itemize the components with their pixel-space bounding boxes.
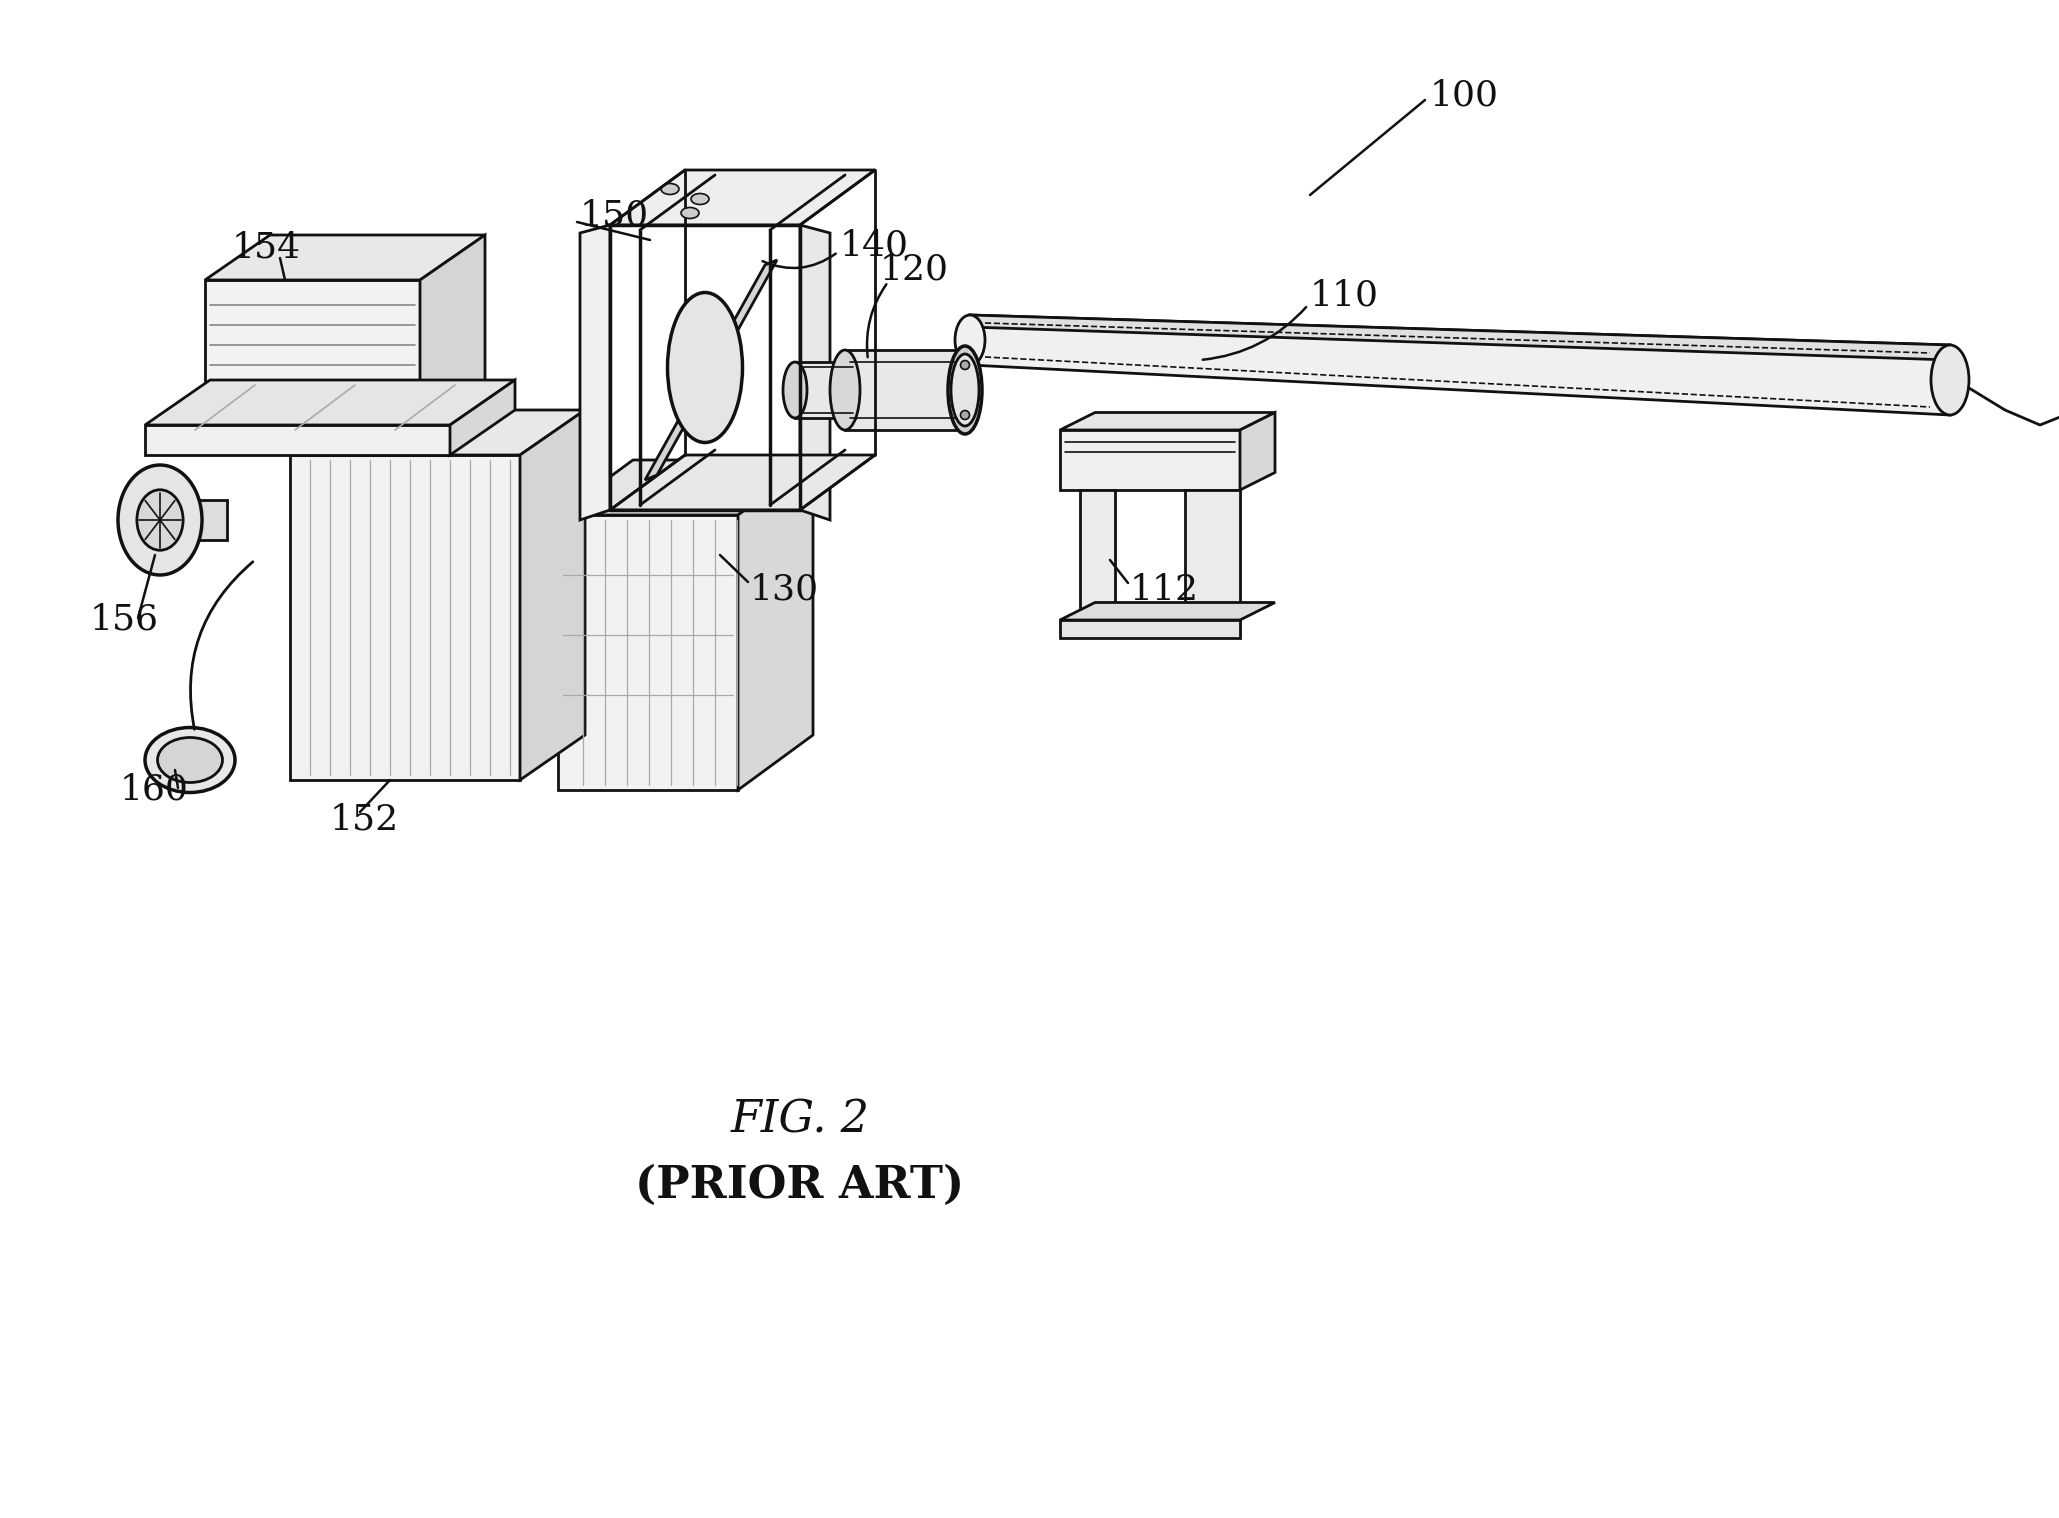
- Ellipse shape: [136, 490, 183, 550]
- Polygon shape: [609, 455, 875, 510]
- Polygon shape: [795, 361, 854, 417]
- Polygon shape: [844, 351, 966, 430]
- Polygon shape: [206, 279, 420, 430]
- Polygon shape: [1060, 619, 1240, 638]
- Polygon shape: [644, 260, 776, 480]
- Polygon shape: [451, 380, 515, 455]
- Text: 120: 120: [879, 254, 949, 287]
- Text: 100: 100: [1431, 77, 1499, 112]
- Polygon shape: [1186, 490, 1240, 619]
- Polygon shape: [558, 460, 813, 515]
- Text: 154: 154: [233, 231, 301, 266]
- Polygon shape: [581, 225, 609, 521]
- Text: 130: 130: [749, 572, 819, 607]
- Text: FIG. 2: FIG. 2: [731, 1099, 869, 1142]
- Polygon shape: [1060, 413, 1275, 430]
- Polygon shape: [144, 425, 451, 455]
- Text: 110: 110: [1310, 278, 1380, 313]
- Text: 140: 140: [840, 228, 908, 263]
- Ellipse shape: [117, 465, 202, 575]
- Polygon shape: [1240, 413, 1275, 490]
- Polygon shape: [970, 316, 1950, 414]
- Polygon shape: [290, 455, 521, 780]
- Polygon shape: [737, 460, 813, 789]
- Text: (PRIOR ART): (PRIOR ART): [636, 1163, 964, 1207]
- Ellipse shape: [1931, 345, 1968, 414]
- Ellipse shape: [959, 360, 970, 369]
- Polygon shape: [1060, 603, 1275, 619]
- Polygon shape: [970, 316, 1950, 360]
- Ellipse shape: [682, 208, 698, 219]
- Polygon shape: [558, 515, 737, 789]
- Polygon shape: [521, 410, 585, 780]
- Ellipse shape: [661, 184, 679, 194]
- Polygon shape: [609, 170, 875, 225]
- Ellipse shape: [144, 727, 235, 792]
- Ellipse shape: [156, 738, 222, 782]
- Polygon shape: [144, 380, 515, 425]
- Polygon shape: [290, 410, 585, 455]
- Text: 160: 160: [119, 773, 189, 808]
- Ellipse shape: [951, 354, 978, 427]
- Text: 156: 156: [91, 603, 159, 638]
- Ellipse shape: [782, 361, 807, 417]
- Ellipse shape: [959, 410, 970, 419]
- Polygon shape: [420, 235, 486, 430]
- Polygon shape: [1060, 430, 1240, 490]
- Polygon shape: [1081, 490, 1116, 619]
- Ellipse shape: [667, 293, 743, 443]
- Polygon shape: [198, 499, 226, 540]
- Text: 112: 112: [1130, 572, 1198, 607]
- Polygon shape: [206, 235, 486, 279]
- Ellipse shape: [955, 316, 984, 364]
- Ellipse shape: [692, 193, 708, 205]
- Polygon shape: [801, 225, 830, 521]
- Ellipse shape: [830, 351, 861, 430]
- Ellipse shape: [947, 346, 982, 434]
- Text: 150: 150: [581, 197, 649, 232]
- Text: 152: 152: [329, 803, 399, 836]
